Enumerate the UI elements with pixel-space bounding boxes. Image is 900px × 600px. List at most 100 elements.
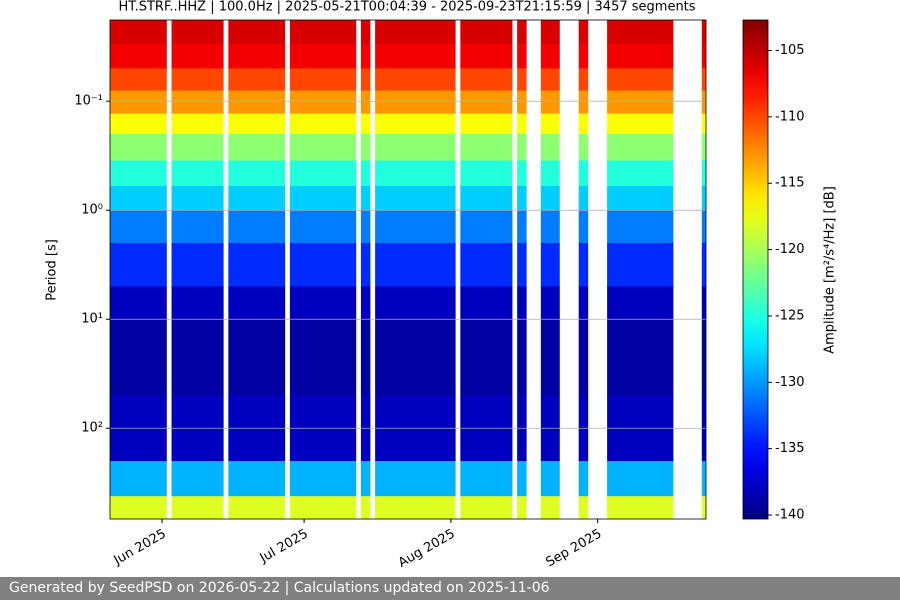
psd-cell [375,134,456,162]
psd-cell [540,134,560,162]
psd-cell [540,496,560,520]
psd-cell [517,210,527,244]
psd-cell [171,210,224,244]
psd-cell [360,186,371,211]
psd-cell [578,113,589,135]
psd-cell [360,20,371,45]
psd-cell [701,134,706,162]
psd-cell [701,286,706,320]
psd-cell [109,68,167,92]
psd-cell [109,186,167,211]
psd-cell [228,286,286,320]
psd-cell [701,186,706,211]
psd-cell [360,134,371,162]
psd-cell [228,461,286,497]
chart: HT.STRF..HHZ | 100.0Hz | 2025-05-21T00:0… [45,0,838,571]
psd-cell [109,319,167,396]
psd-cell [360,44,371,69]
psd-cell [171,243,224,287]
psd-cell [289,210,357,244]
psd-cell [360,496,371,520]
plot-frame [109,19,707,520]
psd-cell [109,113,167,135]
psd-cell [289,243,357,287]
psd-cell [460,20,513,45]
psd-cell [701,461,706,497]
psd-cell [578,134,589,162]
psd-cell [360,319,371,396]
psd-cell [289,113,357,135]
psd-cell [607,243,674,287]
psd-cell [360,286,371,320]
psd-cell [289,68,357,92]
psd-cell [517,160,527,187]
psd-cell [701,160,706,187]
psd-cell [375,113,456,135]
psd-cell [578,496,589,520]
y-tick-label: 10¹ [81,312,103,327]
psd-cell [460,90,513,115]
psd-cell [228,210,286,244]
psd-cell [228,90,286,115]
psd-cell [607,319,674,396]
psd-cell [171,496,224,520]
psd-cell [460,210,513,244]
psd-cell [607,496,674,520]
chart-title: HT.STRF..HHZ | 100.0Hz | 2025-05-21T00:0… [118,0,695,15]
y-tick-label: 10⁰ [81,203,103,218]
psd-cell [171,68,224,92]
psd-cell [171,90,224,115]
x-tick-label: Jun 2025 [111,527,169,569]
colorbar-tick-label: -130 [775,375,805,390]
psd-cell [540,90,560,115]
psd-cell [228,319,286,396]
psd-cell [289,286,357,320]
psd-cell [460,286,513,320]
psd-cell [460,496,513,520]
y-tick-label: 10⁻¹ [74,94,103,109]
psd-cell [109,286,167,320]
psd-cell [578,68,589,92]
psd-cell [701,210,706,244]
psd-cell [460,243,513,287]
colorbar-tick-label: -120 [775,242,805,257]
psd-cell [375,319,456,396]
psd-cell [517,243,527,287]
psd-cell [460,160,513,187]
psd-cell [375,186,456,211]
psd-cell [228,44,286,69]
psd-cell [540,243,560,287]
psd-cell [578,160,589,187]
psd-cell [540,20,560,45]
psd-cell [460,319,513,396]
psd-cell [109,44,167,69]
psd-cell [375,461,456,497]
psd-cell [171,44,224,69]
psd-cell [375,286,456,320]
psd-cell [540,210,560,244]
psd-cell [517,461,527,497]
psd-cell [360,90,371,115]
psd-cell [517,286,527,320]
colorbar-tick-label: -135 [775,441,805,456]
psd-cell [607,90,674,115]
psd-cell [360,113,371,135]
psd-cell [228,160,286,187]
psd-cell [607,210,674,244]
psd-cell [375,20,456,45]
psd-cell [228,243,286,287]
psd-cell [578,286,589,320]
psd-cell [171,113,224,135]
psd-cell [289,20,357,45]
psd-cell [228,186,286,211]
psd-cell [578,44,589,69]
psd-cell [460,44,513,69]
psd-cell [171,186,224,211]
psd-cell [109,134,167,162]
psd-cell [171,134,224,162]
psd-cell [607,134,674,162]
psd-cell [375,496,456,520]
psd-cell [289,186,357,211]
psd-cell [607,44,674,69]
